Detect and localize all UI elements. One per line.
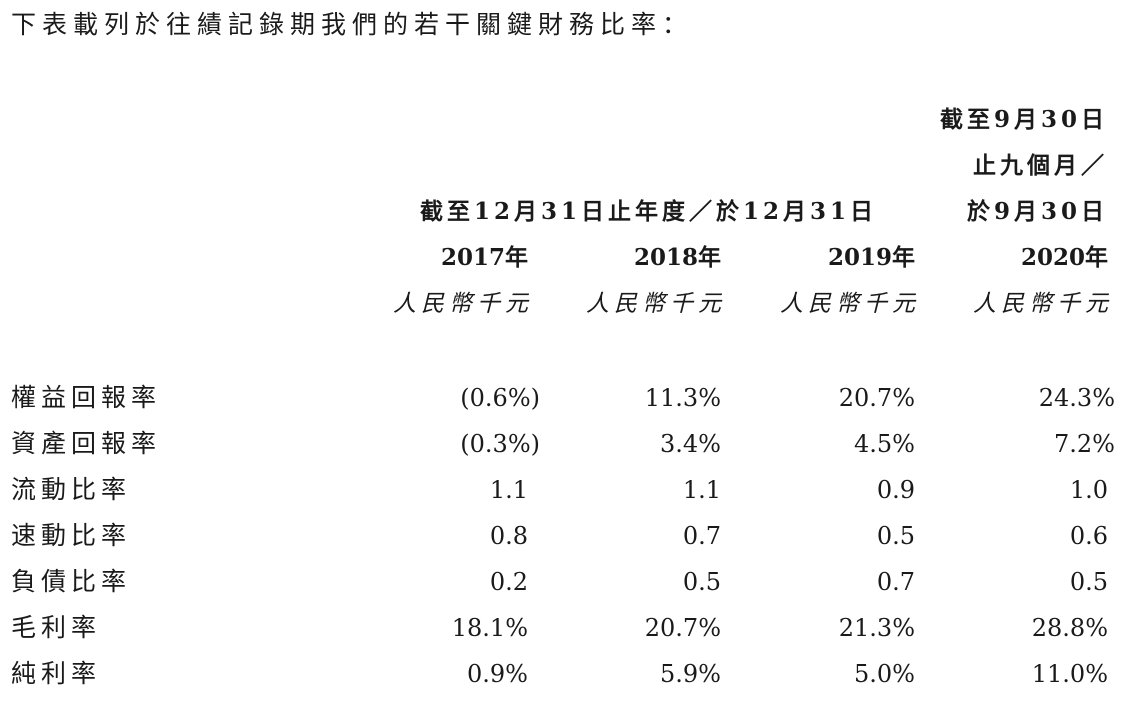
- value-cell: 18.1%: [451, 614, 528, 642]
- value-cell: 20.7%: [838, 384, 915, 412]
- unit-label-2017: 人民幣千元: [393, 291, 533, 317]
- table-row: 負債比率 0.2 0.5 0.7 0.5: [0, 567, 1126, 613]
- last-col-header-line1: 截至9月30日: [939, 106, 1108, 133]
- value-cell: (0.6%): [460, 384, 540, 412]
- table-row: 資產回報率 (0.3%) 3.4% 4.5% 7.2%: [0, 429, 1126, 475]
- year-header-2017: 2017年: [440, 244, 528, 271]
- value-cell: 20.7%: [644, 614, 721, 642]
- last-col-header-line3: 於9月30日: [966, 198, 1108, 225]
- table-row: 速動比率 0.8 0.7 0.5 0.6: [0, 521, 1126, 567]
- intro-text: 下表載列於往績記錄期我們的若干關鍵財務比率：: [11, 10, 694, 39]
- value-cell: 5.9%: [660, 660, 721, 688]
- value-cell: 4.5%: [854, 430, 915, 458]
- last-col-header-line2: 止九個月／: [973, 152, 1108, 179]
- value-cell: 7.2%: [1054, 430, 1115, 458]
- table-row: 純利率 0.9% 5.9% 5.0% 11.0%: [0, 659, 1126, 705]
- unit-label-2019: 人民幣千元: [780, 291, 920, 317]
- table-row: 權益回報率 (0.6%) 11.3% 20.7% 24.3%: [0, 383, 1126, 429]
- value-cell: 0.5: [1069, 568, 1108, 596]
- row-label: 資產回報率: [11, 429, 162, 458]
- row-label: 負債比率: [11, 567, 132, 596]
- value-cell: 24.3%: [1038, 384, 1115, 412]
- year-header-2020: 2020年: [1020, 244, 1108, 271]
- year-header-2019: 2019年: [827, 244, 915, 271]
- value-cell: 0.6: [1069, 522, 1108, 550]
- row-label: 流動比率: [11, 475, 132, 504]
- row-label: 純利率: [11, 659, 102, 688]
- value-cell: 0.9%: [467, 660, 528, 688]
- value-cell: 1.1: [489, 476, 528, 504]
- value-cell: 0.7: [682, 522, 721, 550]
- value-cell: 1.1: [682, 476, 721, 504]
- value-cell: 0.8: [489, 522, 528, 550]
- row-label: 權益回報率: [11, 383, 162, 412]
- year-header-2018: 2018年: [633, 244, 721, 271]
- group-header: 截至12月31日止年度／於12月31日: [420, 198, 878, 225]
- unit-label-2018: 人民幣千元: [586, 291, 726, 317]
- value-cell: 0.2: [489, 568, 528, 596]
- value-cell: 0.5: [682, 568, 721, 596]
- value-cell: 21.3%: [838, 614, 915, 642]
- unit-label-2020: 人民幣千元: [973, 291, 1113, 317]
- value-cell: 11.3%: [644, 384, 721, 412]
- value-cell: 11.0%: [1031, 660, 1108, 688]
- value-cell: 0.9: [876, 476, 915, 504]
- value-cell: 28.8%: [1031, 614, 1108, 642]
- table-row: 流動比率 1.1 1.1 0.9 1.0: [0, 475, 1126, 521]
- table-row: 毛利率 18.1% 20.7% 21.3% 28.8%: [0, 613, 1126, 659]
- value-cell: 5.0%: [854, 660, 915, 688]
- value-cell: (0.3%): [460, 430, 540, 458]
- row-label: 毛利率: [11, 613, 102, 642]
- row-label: 速動比率: [11, 521, 132, 550]
- value-cell: 0.5: [876, 522, 915, 550]
- value-cell: 0.7: [876, 568, 915, 596]
- value-cell: 3.4%: [660, 430, 721, 458]
- value-cell: 1.0: [1069, 476, 1108, 504]
